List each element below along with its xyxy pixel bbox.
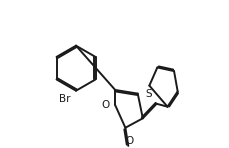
Text: O: O — [125, 136, 133, 146]
Text: O: O — [101, 100, 110, 110]
Text: Br: Br — [59, 94, 71, 104]
Text: S: S — [145, 89, 152, 99]
